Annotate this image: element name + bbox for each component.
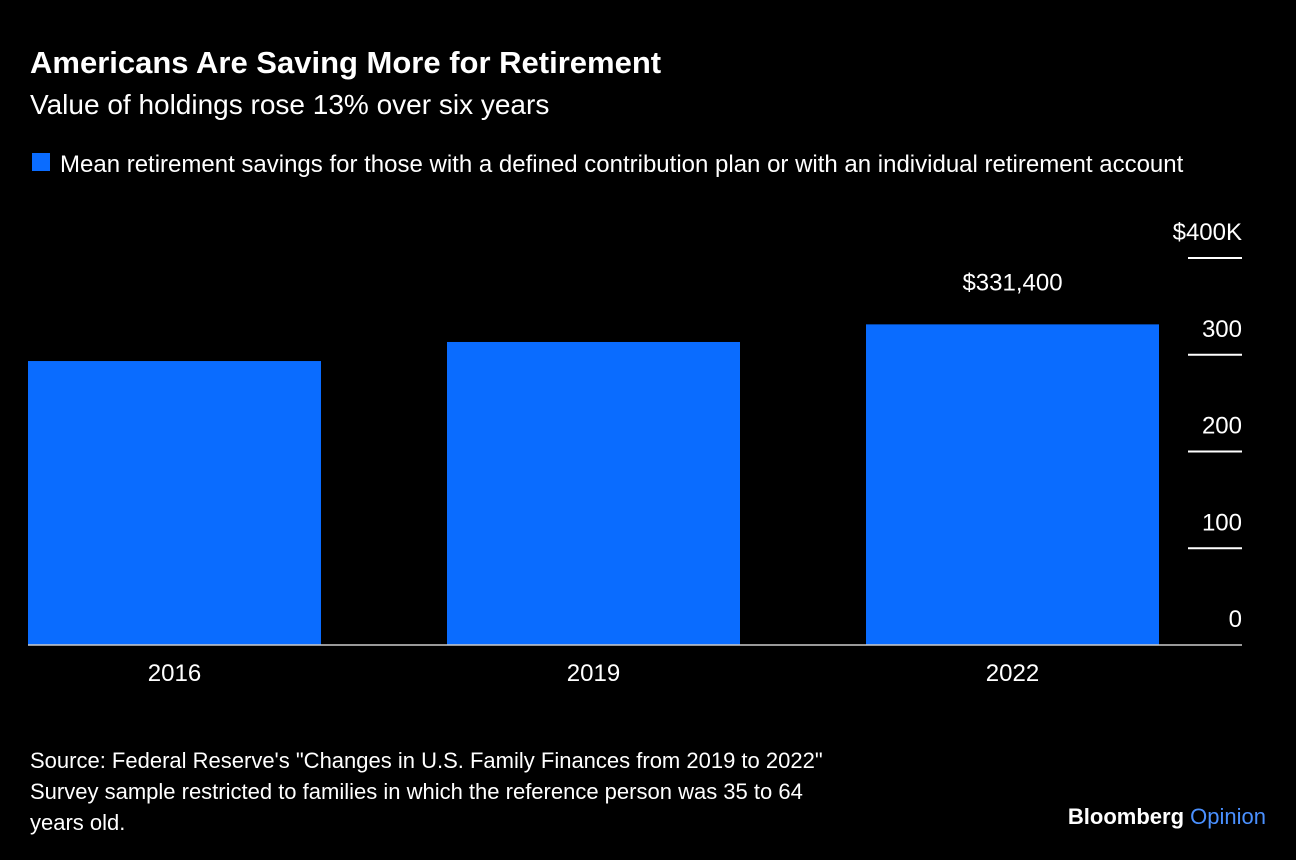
brand-name: Bloomberg [1068,804,1184,829]
legend-swatch [32,153,50,171]
bar [28,361,321,645]
chart-title: Americans Are Saving More for Retirement [30,45,661,80]
source: Source: Federal Reserve's "Changes in U.… [30,748,823,773]
x-tick-label: 2019 [567,660,620,687]
x-tick-label: 2016 [148,660,201,687]
source: years old. [30,810,125,835]
y-tick-label: 300 [1202,316,1242,343]
y-tick-label: 100 [1202,509,1242,536]
chart-subtitle: Value of holdings rose 13% over six year… [30,89,549,120]
brand: Bloomberg Opinion [1068,804,1266,829]
source: Survey sample restricted to families in … [30,779,803,804]
legend-label-line: Mean retirement savings for those with a… [60,151,1184,178]
value-label: $331,400 [962,269,1062,296]
y-tick-label: 200 [1202,413,1242,440]
bar [447,341,740,645]
y-tick-label: $400K [1173,219,1242,246]
y-tick-label: 0 [1229,606,1242,633]
brand-section: Opinion [1190,804,1266,829]
x-tick-label: 2022 [986,660,1039,687]
legend-label: Mean retirement savings for those with a… [60,151,1184,178]
bar [866,324,1159,645]
